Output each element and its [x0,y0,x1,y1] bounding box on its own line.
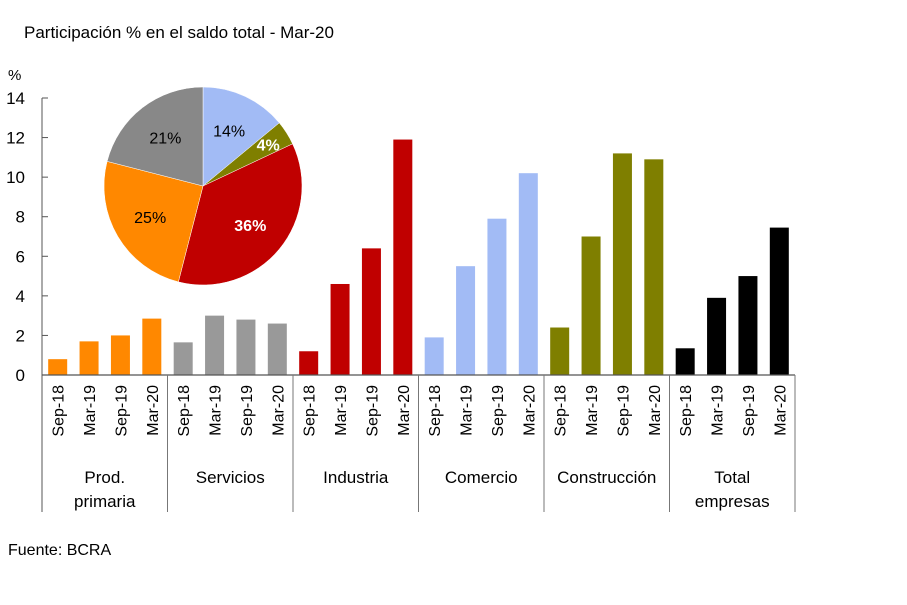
y-tick-label: 12 [6,129,25,148]
y-tick-label: 6 [16,247,25,266]
pie-slice [103,161,204,283]
pie-slice [202,86,280,187]
pie-slice [178,143,303,286]
bar [769,227,789,375]
x-tick-label: Sep-18 [51,385,68,437]
y-tick-label: 0 [16,366,25,385]
bar [330,283,350,375]
bar [550,327,570,375]
bar [612,153,632,375]
bar [142,318,162,375]
x-tick-label: Mar-19 [333,385,350,436]
group-label: Prod. [84,468,125,487]
bar [236,319,256,375]
y-tick-label: 10 [6,168,25,187]
bar [267,323,287,375]
chart-title: Participación % en el saldo total - Mar-… [24,23,334,42]
bar [738,276,758,375]
group-label: empresas [695,492,770,511]
x-tick-label: Sep-18 [553,385,570,437]
pie-slice [106,86,204,187]
x-tick-label: Mar-20 [396,385,413,436]
x-tick-label: Mar-20 [145,385,162,436]
bar [79,341,99,375]
bar [299,351,319,375]
x-tick-label: Mar-19 [710,385,727,436]
x-tick-label: Mar-19 [82,385,99,436]
bar [487,218,507,375]
bar [361,248,381,375]
y-axis-label: % [8,67,21,84]
group-label: primaria [74,492,136,511]
x-tick-label: Sep-18 [176,385,193,437]
pie-slice-label: 14% [213,123,245,140]
x-tick-label: Sep-18 [678,385,695,437]
pie-slice-label: 4% [257,138,280,155]
x-tick-label: Sep-18 [427,385,444,437]
group-label: Industria [323,468,389,487]
x-tick-label: Sep-19 [239,385,256,437]
bar [424,337,444,375]
bar [675,348,695,375]
x-tick-label: Mar-19 [459,385,476,436]
y-tick-label: 2 [16,326,25,345]
x-tick-label: Sep-19 [113,385,130,437]
bar [393,139,413,375]
x-tick-label: Sep-19 [490,385,507,437]
pie-slice-label: 36% [234,218,266,235]
bar [110,335,130,375]
x-tick-label: Mar-19 [584,385,601,436]
y-tick-label: 8 [16,208,25,227]
bar [205,315,225,375]
bar [581,236,601,375]
x-tick-label: Mar-19 [208,385,225,436]
x-tick-label: Mar-20 [647,385,664,436]
group-label: Construcción [557,468,656,487]
bar [707,297,727,375]
group-label: Total [714,468,750,487]
bar [48,359,68,375]
group-label: Comercio [445,468,518,487]
x-tick-label: Sep-18 [302,385,319,437]
pie-slice-label: 21% [149,131,181,148]
group-label: Servicios [196,468,265,487]
bar [456,266,476,375]
y-tick-label: 4 [16,287,25,306]
pie-slice-label: 25% [134,210,166,227]
bar [644,159,664,375]
x-tick-label: Sep-19 [364,385,381,437]
x-tick-label: Mar-20 [270,385,287,436]
y-tick-label: 14 [6,89,25,108]
x-tick-label: Mar-20 [772,385,789,436]
x-tick-label: Sep-19 [741,385,758,437]
bar [173,342,193,375]
x-tick-label: Sep-19 [615,385,632,437]
source-note: Fuente: BCRA [8,542,112,559]
x-tick-label: Mar-20 [521,385,538,436]
bar [518,173,538,375]
